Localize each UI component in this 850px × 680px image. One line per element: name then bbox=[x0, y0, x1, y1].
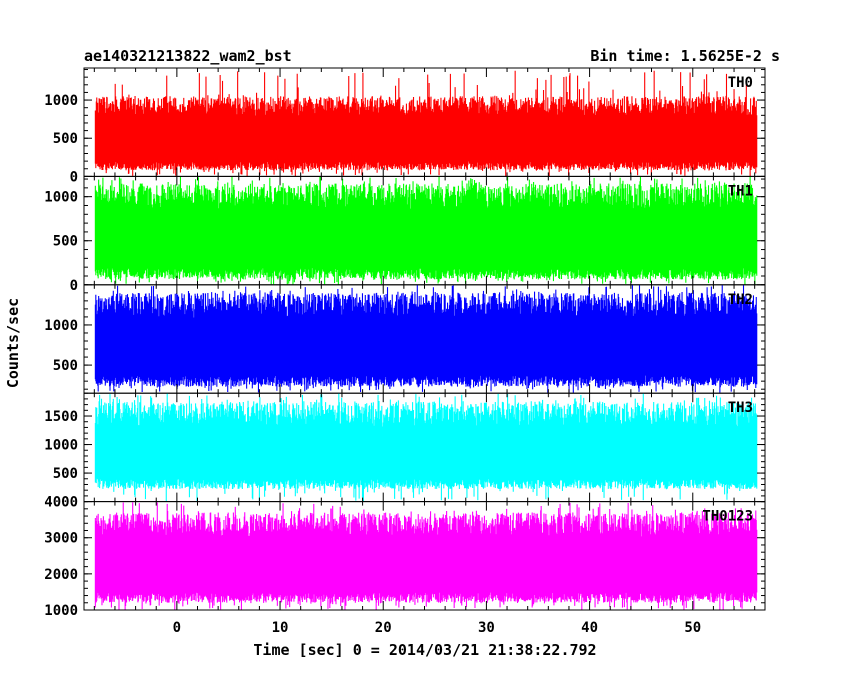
y-tick-label: 1000 bbox=[44, 190, 78, 206]
series-trace-th2 bbox=[94, 284, 758, 394]
y-tick-label: 3000 bbox=[44, 531, 78, 547]
x-tick-label: 20 bbox=[375, 620, 392, 636]
y-tick-label: 0 bbox=[70, 278, 78, 294]
panel-label: TH3 bbox=[728, 400, 753, 416]
panel-label: TH1 bbox=[728, 183, 753, 199]
chart-title: ae140321213822_wam2_bst bbox=[84, 47, 292, 65]
y-axis-label: Counts/sec bbox=[4, 298, 22, 388]
x-axis-label: Time [sec] 0 = 2014/03/21 21:38:22.792 bbox=[253, 641, 596, 659]
panel-th0123: 1000 2000 3000 4000 TH0123 bbox=[44, 495, 766, 619]
y-tick-label: 1000 bbox=[44, 603, 78, 619]
chart-subtitle: Bin time: 1.5625E-2 s bbox=[590, 47, 780, 65]
series-trace-th1 bbox=[94, 176, 758, 285]
y-tick-label: 2000 bbox=[44, 567, 78, 583]
y-tick-label: 1000 bbox=[44, 438, 78, 454]
x-tick-label: 50 bbox=[684, 620, 701, 636]
y-tick-label: 4000 bbox=[44, 495, 78, 511]
panel-th1: 0 500 1000 TH1 bbox=[44, 175, 766, 294]
panel-label: TH0123 bbox=[702, 509, 753, 525]
y-tick-label: 0 bbox=[70, 169, 78, 185]
x-tick-label: 0 bbox=[173, 620, 181, 636]
panel-th2: 500 1000 TH2 bbox=[44, 284, 766, 394]
series-trace-th3 bbox=[94, 393, 758, 502]
x-tick-label: 30 bbox=[478, 620, 495, 636]
y-tick-label: 1000 bbox=[44, 318, 78, 334]
y-tick-label: 500 bbox=[53, 234, 78, 250]
y-tick-label: 500 bbox=[53, 358, 78, 374]
y-tick-label: 1000 bbox=[44, 93, 78, 109]
y-tick-label: 500 bbox=[53, 466, 78, 482]
x-tick-label: 40 bbox=[581, 620, 598, 636]
panel-th3: 500 1000 1500 TH3 bbox=[44, 392, 766, 503]
y-tick-label: 1500 bbox=[44, 409, 78, 425]
panel-label: TH2 bbox=[728, 292, 753, 308]
panel-th0: 0 500 1000 TH0 bbox=[44, 67, 766, 185]
x-tick-label: 10 bbox=[272, 620, 289, 636]
series-trace-th0123 bbox=[94, 502, 758, 610]
panel-label: TH0 bbox=[728, 75, 753, 91]
y-tick-label: 500 bbox=[53, 131, 78, 147]
series-trace-th0 bbox=[94, 70, 758, 177]
